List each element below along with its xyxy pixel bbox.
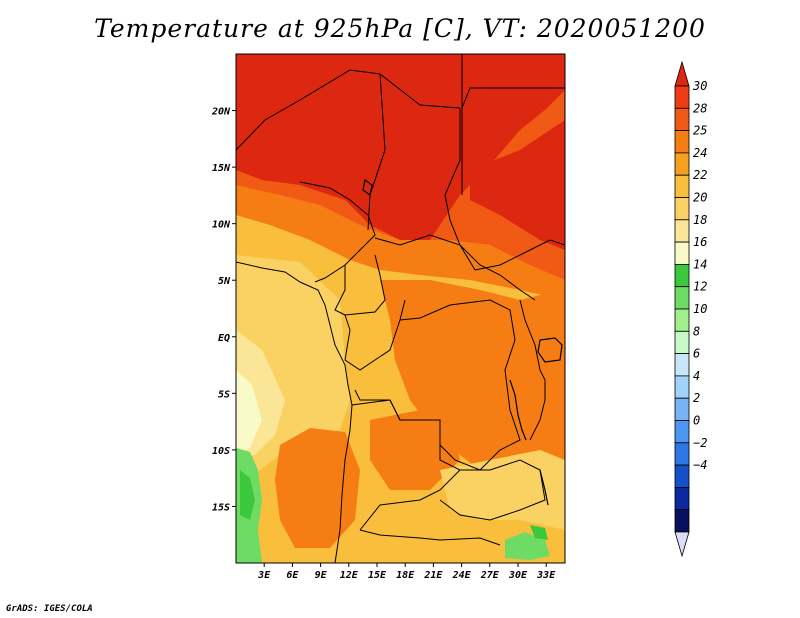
colorbar-bin xyxy=(674,308,690,332)
field-red-east xyxy=(470,120,565,250)
border-angola xyxy=(351,399,461,531)
colorbar-label: 2 xyxy=(693,391,700,405)
colorbar-bin xyxy=(674,219,690,243)
colorbar-bin xyxy=(674,241,690,265)
border-zambia xyxy=(439,459,546,521)
lat-tick-label: 5N xyxy=(218,276,231,287)
field-green-dark xyxy=(240,470,255,520)
country-borders xyxy=(236,54,565,563)
lon-tick-label: 24E xyxy=(452,570,472,581)
map-panel xyxy=(236,54,565,563)
colorbar-label: 8 xyxy=(693,324,700,338)
border-cameroon xyxy=(334,254,386,316)
lat-ticks: 20N 15N 10N 5N EQ 5S 10S 15S xyxy=(211,107,236,513)
colorbar-label: −2 xyxy=(693,436,707,450)
colorbar-label: 22 xyxy=(693,168,707,182)
colorbar-label: 6 xyxy=(693,347,700,361)
lon-tick-label: 21E xyxy=(423,570,443,581)
border-niger-chad xyxy=(367,73,386,231)
field-orange-angola xyxy=(275,428,360,548)
colorbar-label: 28 xyxy=(693,101,707,115)
colorbar-label: 14 xyxy=(693,257,707,271)
lon-tick-label: 15E xyxy=(368,570,387,581)
colorbar-bin xyxy=(674,85,690,109)
colorbar-label: 12 xyxy=(693,280,707,294)
lon-ticks: 3E 6E 9E 12E 15E 18E 21E 24E 27E 30E 33E xyxy=(257,563,556,581)
field-green-se xyxy=(505,532,550,560)
map-frame xyxy=(235,53,566,564)
field-red xyxy=(236,54,565,240)
colorbar-bottom-arrow xyxy=(674,531,690,558)
lake-tanganyika xyxy=(509,379,527,441)
lon-tick-label: 6E xyxy=(286,570,299,581)
colorbar-label: 18 xyxy=(693,213,707,227)
lon-tick-label: 27E xyxy=(480,570,500,581)
colorbar-label: 10 xyxy=(693,302,707,316)
lat-tick-label: 20N xyxy=(211,107,231,118)
lon-tick-label: 18E xyxy=(396,570,415,581)
lon-tick-label: 33E xyxy=(536,570,556,581)
colorbar-bin xyxy=(674,353,690,377)
credit-label: GrADS: IGES/COLA xyxy=(6,604,93,614)
colorbar-bin xyxy=(674,130,690,154)
colorbar-bin xyxy=(674,197,690,221)
border-east-lakes xyxy=(519,299,546,441)
colorbar-label: 0 xyxy=(693,414,700,428)
chart-title: Temperature at 925hPa [C], VT: 202005120… xyxy=(94,14,706,43)
lake-chad xyxy=(362,178,373,197)
border-algeria-niger xyxy=(236,69,461,151)
colorbar-label: 20 xyxy=(693,191,707,205)
border-car xyxy=(374,234,536,301)
colorbar-bin xyxy=(674,174,690,198)
colorbar-label: 25 xyxy=(693,124,707,138)
colorbar-bin xyxy=(674,486,690,511)
colorbar-bin xyxy=(674,509,690,533)
border-sudan-ss xyxy=(474,239,565,271)
border-namibia xyxy=(359,529,501,546)
colorbar-label: 16 xyxy=(693,235,707,249)
field-green-se2 xyxy=(530,525,548,540)
lat-tick-label: 10N xyxy=(212,220,231,231)
colorbar-bin xyxy=(674,442,690,466)
field-pale-coast xyxy=(236,370,262,452)
lat-tick-label: 15N xyxy=(212,163,231,174)
border-chad-sudan xyxy=(444,108,476,271)
colorbar-bin xyxy=(674,286,690,310)
colorbar-bin xyxy=(674,263,690,288)
coastline xyxy=(236,261,353,563)
lat-tick-label: 15S xyxy=(212,502,230,513)
border-libya xyxy=(461,54,565,109)
lake-malawi xyxy=(539,469,549,506)
lon-tick-label: 9E xyxy=(315,570,328,581)
colorbar-bin xyxy=(674,464,690,488)
colorbar-bin xyxy=(674,375,690,399)
colorbar-top-arrow xyxy=(674,60,690,87)
field-orange-east xyxy=(380,280,565,470)
lon-tick-label: 30E xyxy=(508,570,528,581)
colorbar-label: 30 xyxy=(692,79,707,93)
lat-tick-label: 10S xyxy=(212,446,230,457)
colorbar-bin xyxy=(674,107,690,132)
colorbar-label: 4 xyxy=(693,369,700,383)
colorbar-label: 24 xyxy=(693,146,707,160)
colorbar-label: −4 xyxy=(693,458,707,472)
colorbar-bin xyxy=(674,330,690,354)
colorbar-bin xyxy=(674,420,690,444)
colorbar-bin xyxy=(674,152,690,176)
colorbar-bin xyxy=(674,397,690,421)
lat-tick-label: EQ xyxy=(218,333,230,344)
border-nigeria xyxy=(299,181,376,283)
field-orange-zambia xyxy=(370,410,460,490)
lon-tick-label: 3E xyxy=(257,570,271,581)
lakes xyxy=(362,178,563,506)
lat-tick-label: 5S xyxy=(218,389,230,400)
lake-victoria xyxy=(537,337,563,363)
lon-tick-label: 12E xyxy=(340,570,359,581)
